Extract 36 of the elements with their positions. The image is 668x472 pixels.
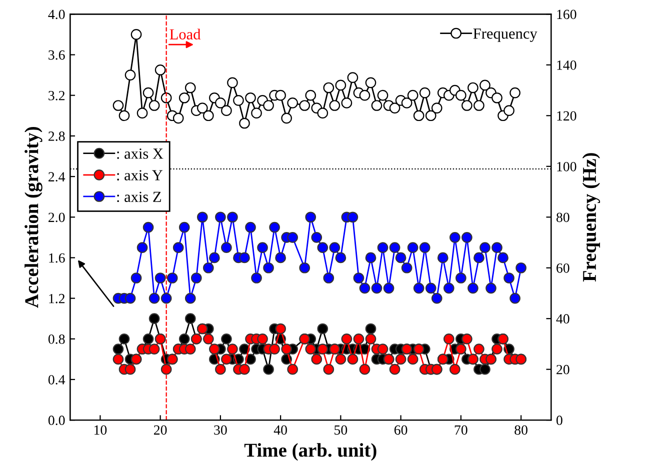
y2-tick-label: 40 bbox=[556, 314, 570, 324]
legend-label: : axis X bbox=[117, 148, 164, 159]
y2-tick-label: 100 bbox=[557, 162, 576, 172]
y2-tick-label: 0 bbox=[556, 416, 562, 426]
y-tick-label: 0.4 bbox=[48, 375, 66, 385]
x-tick-label: 80 bbox=[514, 425, 528, 435]
legend-label: : axis Z bbox=[117, 192, 161, 202]
y-tick-label: 0.8 bbox=[48, 334, 65, 344]
y2-tick-label: 60 bbox=[556, 263, 570, 273]
y2-tick-label: 20 bbox=[556, 364, 570, 374]
y2-tick-label: 140 bbox=[557, 60, 576, 70]
y2-axis-title: Frequency (Hz) bbox=[582, 153, 600, 282]
y2-tick-label: 80 bbox=[556, 212, 570, 222]
x-tick-label: 60 bbox=[394, 425, 408, 435]
legend-label: : axis Y bbox=[117, 170, 163, 180]
y2-tick-label: 160 bbox=[557, 10, 576, 20]
x-tick-label: 50 bbox=[334, 425, 348, 435]
y-tick-label: 3.6 bbox=[48, 50, 65, 60]
y-tick-label: 1.2 bbox=[49, 294, 65, 304]
y-axis-title: Acceleration (gravity) bbox=[24, 127, 42, 308]
x-tick-label: 40 bbox=[274, 425, 287, 435]
y-tick-label: 1.6 bbox=[49, 253, 65, 263]
y2-tick-label: 120 bbox=[557, 111, 576, 121]
x-tick-label: 30 bbox=[214, 425, 227, 435]
y-tick-label: 2.0 bbox=[48, 212, 65, 222]
y-tick-label: 2.4 bbox=[48, 172, 66, 182]
y-tick-label: 4.0 bbox=[48, 10, 65, 20]
ref-line-label: Load bbox=[170, 28, 201, 40]
legend-label: Frequency bbox=[473, 28, 538, 42]
y-tick-label: 3.2 bbox=[48, 90, 65, 100]
x-tick-label: 70 bbox=[454, 425, 468, 435]
x-tick-label: 20 bbox=[154, 425, 167, 435]
y-tick-label: 2.8 bbox=[48, 132, 65, 141]
x-tick-label: 10 bbox=[94, 425, 107, 435]
y-tick-label: 0.0 bbox=[48, 416, 65, 426]
x-axis-title: Time (arb. unit) bbox=[244, 443, 376, 461]
